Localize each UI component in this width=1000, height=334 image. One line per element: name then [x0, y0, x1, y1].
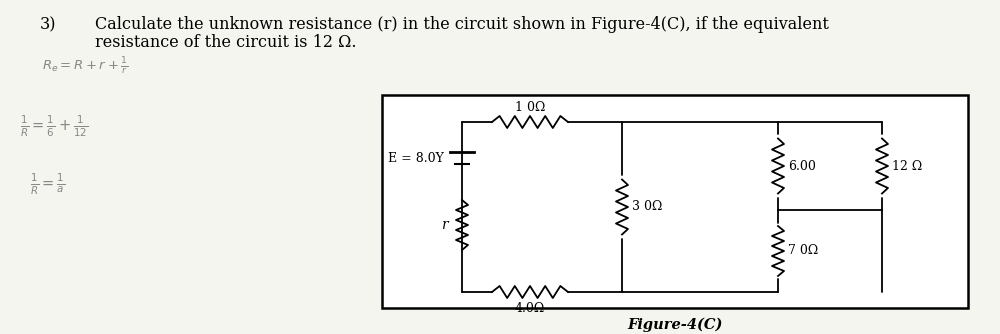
- Text: 6.00: 6.00: [788, 160, 816, 172]
- Text: 3): 3): [40, 16, 56, 33]
- Text: 3 0Ω: 3 0Ω: [632, 200, 662, 213]
- Text: resistance of the circuit is 12 Ω.: resistance of the circuit is 12 Ω.: [95, 34, 356, 51]
- Text: 1 0Ω: 1 0Ω: [515, 101, 545, 114]
- Text: 4.0Ω: 4.0Ω: [515, 302, 545, 315]
- Text: $\frac{1}{R} = \frac{1}{a}$: $\frac{1}{R} = \frac{1}{a}$: [30, 172, 65, 197]
- Text: 7 0Ω: 7 0Ω: [788, 244, 818, 258]
- Text: r: r: [441, 218, 448, 232]
- Text: $R_e = R + r + \frac{1}{r}$: $R_e = R + r + \frac{1}{r}$: [42, 56, 129, 77]
- Bar: [382, 95, 968, 308]
- Text: $\frac{1}{R} = \frac{1}{6} + \frac{1}{12}$: $\frac{1}{R} = \frac{1}{6} + \frac{1}{12…: [20, 114, 88, 139]
- Text: 12 Ω: 12 Ω: [892, 160, 922, 172]
- Text: E = 8.0Y: E = 8.0Y: [388, 152, 444, 165]
- Text: Calculate the unknown resistance (r) in the circuit shown in Figure-4(C), if the: Calculate the unknown resistance (r) in …: [95, 16, 829, 33]
- Text: Figure-4(C): Figure-4(C): [627, 318, 723, 332]
